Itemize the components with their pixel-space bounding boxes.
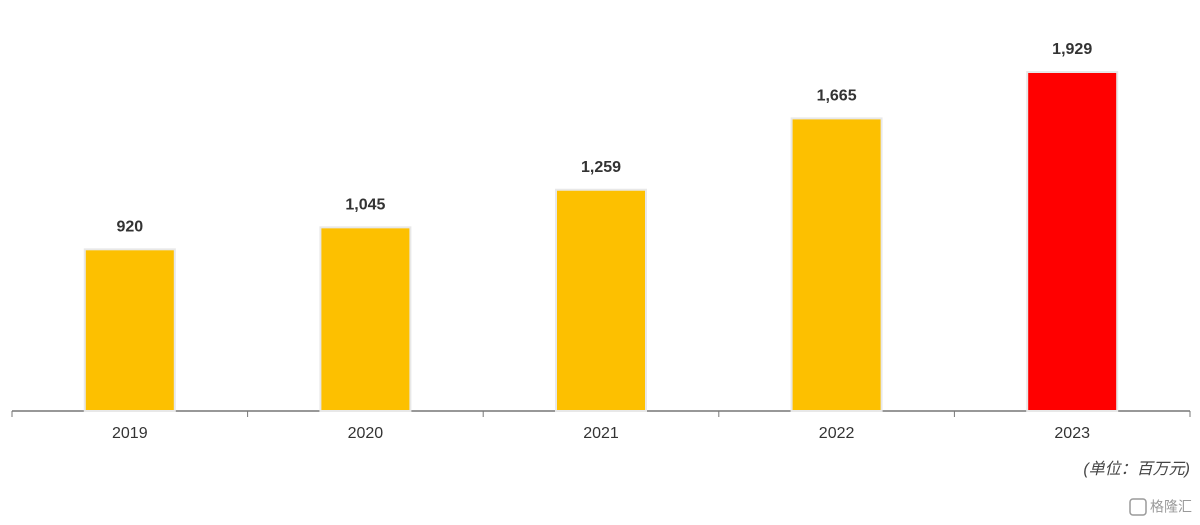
watermark-icon	[1129, 498, 1147, 516]
bar	[83, 248, 176, 412]
watermark: 格隆汇	[1150, 499, 1192, 515]
value-label: 1,929	[1052, 41, 1092, 58]
bar	[790, 117, 883, 412]
bar	[555, 188, 647, 412]
bar	[1026, 71, 1119, 412]
value-label: 920	[116, 219, 143, 236]
x-tick-label: 2021	[583, 425, 619, 442]
value-label: 1,259	[581, 159, 621, 176]
value-label: 1,045	[345, 197, 385, 214]
value-label: 1,665	[817, 88, 857, 105]
x-tick-label: 2020	[348, 425, 384, 442]
unit-note: (单位：百万元)	[1083, 460, 1190, 478]
bar	[319, 226, 412, 412]
x-tick-label: 2023	[1054, 425, 1090, 442]
x-tick-label: 2022	[819, 425, 855, 442]
x-tick-label: 2019	[112, 425, 148, 442]
